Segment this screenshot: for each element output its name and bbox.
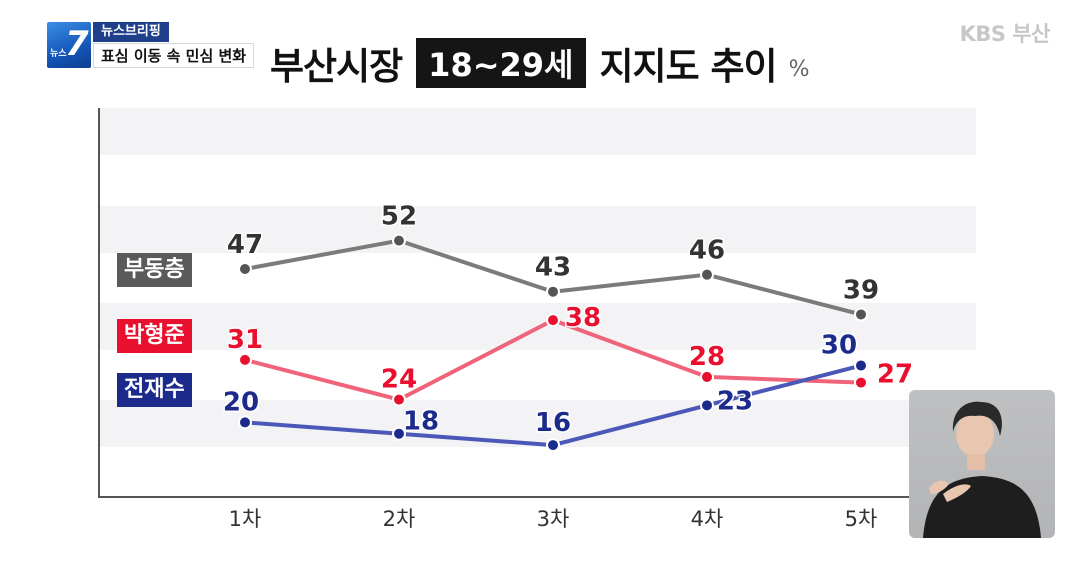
- legend-undecided: 부동층: [117, 253, 192, 287]
- legend-park-hyungjun: 박형준: [117, 319, 192, 353]
- data-label: 27: [877, 360, 913, 390]
- channel-logo: KBS 부산: [959, 22, 1051, 46]
- title-highlight: 18~29세: [416, 38, 586, 88]
- y-axis-line: [98, 108, 100, 498]
- data-label: 24: [381, 365, 417, 395]
- data-point: [238, 352, 252, 367]
- data-label: 23: [717, 386, 753, 416]
- data-point: [546, 438, 560, 453]
- x-tick-label: 4차: [690, 507, 724, 531]
- chart-title: 부산시장 18~29세 지지도 추이 %: [270, 36, 810, 90]
- news-logo-number: 7: [65, 24, 89, 64]
- x-tick-label: 3차: [536, 507, 570, 531]
- data-label: 20: [223, 387, 259, 417]
- headline-caption: 표심 이동 속 민심 변화: [93, 43, 255, 68]
- data-label: 43: [535, 253, 571, 283]
- x-tick-label: 5차: [844, 507, 878, 531]
- data-point: [546, 284, 560, 299]
- sign-language-inset: [909, 390, 1055, 538]
- data-label: 30: [821, 331, 857, 361]
- data-label: 18: [403, 407, 439, 437]
- x-tick-label: 2차: [382, 507, 416, 531]
- title-prefix: 부산시장: [270, 45, 403, 88]
- data-label: 16: [535, 408, 571, 438]
- data-point: [392, 392, 406, 407]
- data-point: [854, 375, 868, 390]
- data-point: [392, 233, 406, 248]
- segment-tag: 뉴스브리핑: [93, 22, 169, 42]
- data-point: [238, 262, 252, 276]
- news-logo-small: 뉴스: [50, 49, 67, 59]
- data-point: [392, 426, 406, 441]
- title-unit: %: [788, 56, 810, 82]
- x-tick-label: 1차: [228, 507, 262, 531]
- data-point: [700, 267, 714, 282]
- data-label: 39: [843, 275, 879, 305]
- legend-jeon-jaesoo: 전재수: [117, 373, 192, 407]
- data-label: 46: [689, 236, 725, 266]
- data-point: [546, 313, 560, 328]
- data-point: [700, 398, 714, 413]
- grid-band: [99, 206, 976, 253]
- sign-language-interpreter-icon: [923, 401, 1041, 538]
- data-label: 31: [227, 325, 263, 355]
- data-label: 28: [689, 342, 725, 372]
- data-label: 52: [381, 202, 417, 232]
- data-point: [854, 358, 868, 373]
- data-label: 38: [565, 303, 601, 333]
- data-point: [238, 415, 252, 430]
- title-suffix: 지지도 추이: [599, 45, 778, 88]
- data-label: 47: [227, 230, 263, 260]
- data-point: [854, 307, 868, 322]
- data-point: [700, 369, 714, 384]
- news7-logo: 뉴스 7: [47, 22, 91, 68]
- grid-band: [99, 108, 976, 155]
- x-axis-line: [99, 496, 909, 498]
